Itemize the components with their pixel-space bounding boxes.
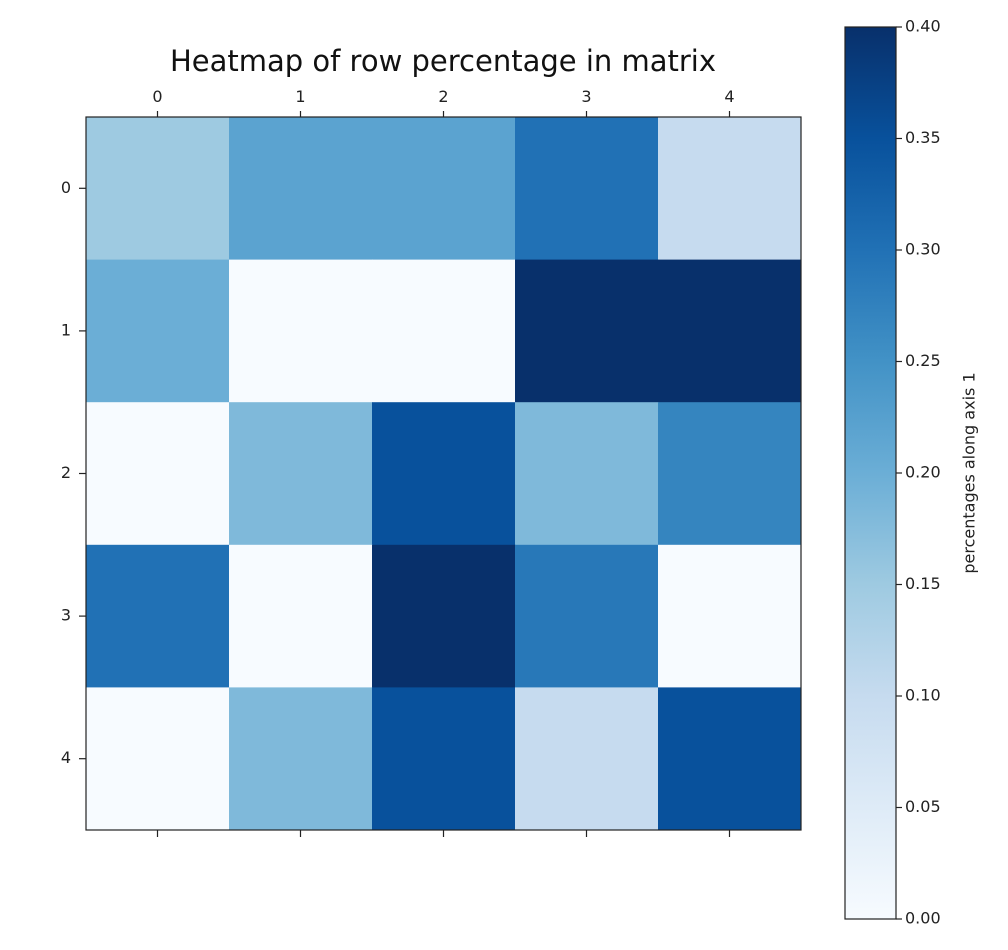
heatmap-cell-r3-c0 xyxy=(86,544,230,688)
colorbar-tick-label-3: 0.15 xyxy=(905,574,941,593)
heatmap-cell-r4-c4 xyxy=(658,687,802,831)
colorbar-tick-label-4: 0.20 xyxy=(905,463,941,482)
y-tick-label-2: 2 xyxy=(61,463,71,482)
heatmap-cell-r1-c1 xyxy=(229,259,373,403)
colorbar-tick-label-8: 0.40 xyxy=(905,17,941,36)
heatmap-cell-r1-c3 xyxy=(515,259,659,403)
colorbar-label: percentages along axis 1 xyxy=(960,372,979,573)
heatmap-cell-r2-c1 xyxy=(229,402,373,546)
heatmap-cell-r0-c4 xyxy=(658,117,802,261)
heatmap-cell-r0-c1 xyxy=(229,117,373,261)
colorbar-tick-label-0: 0.00 xyxy=(905,909,941,928)
y-tick-label-4: 4 xyxy=(61,748,71,767)
colorbar-tick-label-2: 0.10 xyxy=(905,686,941,705)
y-tick-label-0: 0 xyxy=(61,178,71,197)
heatmap-cell-r2-c0 xyxy=(86,402,230,546)
heatmap-cell-r4-c1 xyxy=(229,687,373,831)
heatmap-cell-r0-c0 xyxy=(86,117,230,261)
heatmap-cell-r1-c0 xyxy=(86,259,230,403)
heatmap-cell-r3-c4 xyxy=(658,544,802,688)
colorbar-ticks: 0.00 0.05 0.10 0.15 0.20 0.25 0.30 0.35 0.40 xyxy=(896,17,941,928)
heatmap-cell-r2-c3 xyxy=(515,402,659,546)
heatmap-cell-r2-c4 xyxy=(658,402,802,546)
heatmap-cell-r4-c0 xyxy=(86,687,230,831)
y-tick-label-1: 1 xyxy=(61,320,71,339)
x-tick-label-0: 0 xyxy=(152,87,162,106)
heatmap-cell-r1-c4 xyxy=(658,259,802,403)
heatmap-cell-r0-c2 xyxy=(372,117,516,261)
heatmap-cell-r2-c2 xyxy=(372,402,516,546)
x-tick-label-4: 4 xyxy=(724,87,734,106)
colorbar-tick-label-5: 0.25 xyxy=(905,351,941,370)
colorbar-tick-label-7: 0.35 xyxy=(905,128,941,147)
colorbar: 0.00 0.05 0.10 0.15 0.20 0.25 0.30 0.35 0.40 per… xyxy=(844,17,979,928)
heatmap-cell-r4-c2 xyxy=(372,687,516,831)
chart-title: Heatmap of row percentage in matrix xyxy=(170,44,716,78)
heatmap-cell-r3-c1 xyxy=(229,544,373,688)
heatmap-cell-r0-c3 xyxy=(515,117,659,261)
heatmap-cell-r1-c2 xyxy=(372,259,516,403)
heatmap-cell-r3-c3 xyxy=(515,544,659,688)
y-axis-ticks: 0 1 2 3 4 xyxy=(61,178,86,767)
x-tick-label-2: 2 xyxy=(438,87,448,106)
x-axis-ticks: 0 1 2 3 4 xyxy=(152,87,735,837)
y-tick-label-3: 3 xyxy=(61,606,71,625)
colorbar-tick-label-6: 0.30 xyxy=(905,240,941,259)
colorbar-tick-label-1: 0.05 xyxy=(905,797,941,816)
x-tick-label-3: 3 xyxy=(581,87,591,106)
heatmap-cells xyxy=(86,117,802,831)
x-tick-label-1: 1 xyxy=(295,87,305,106)
colorbar-gradient xyxy=(844,26,897,920)
heatmap-cell-r4-c3 xyxy=(515,687,659,831)
heatmap-cell-r3-c2 xyxy=(372,544,516,688)
